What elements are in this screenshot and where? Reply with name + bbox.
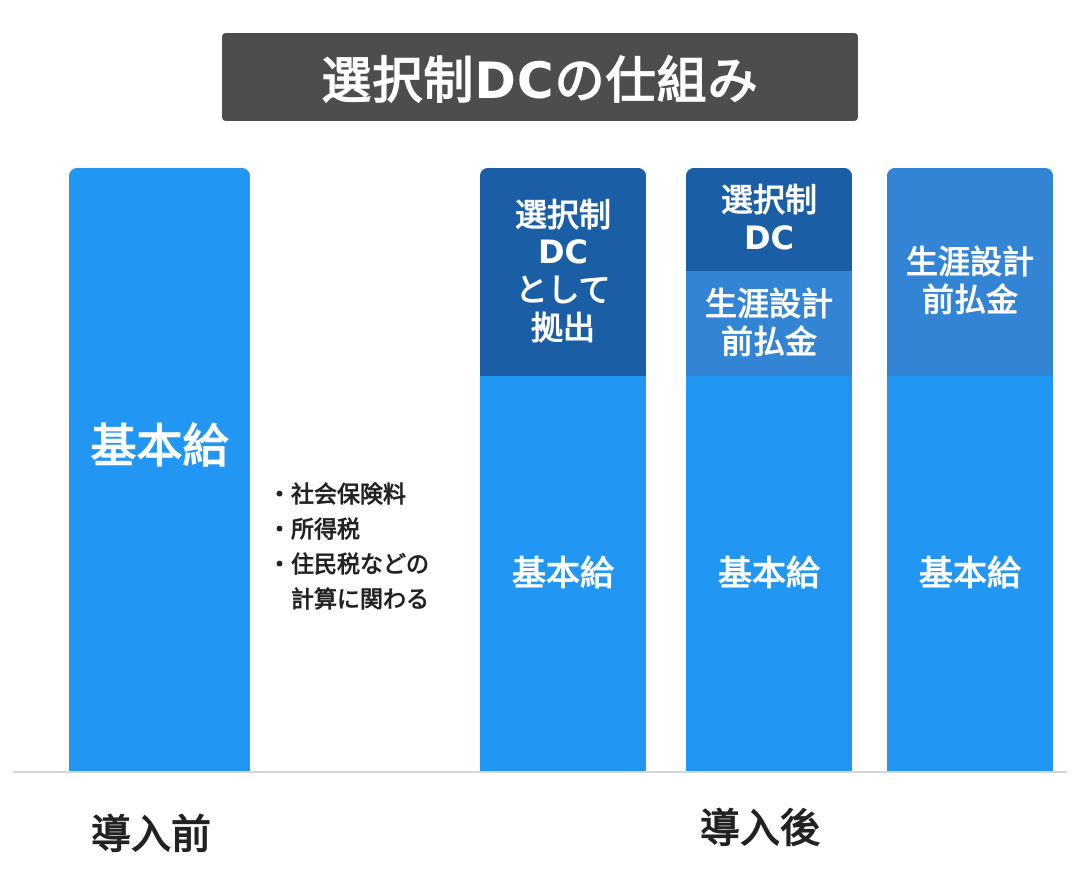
after-column-1: 選択制 DC として 拠出 基本給 xyxy=(480,168,646,772)
block-label-line: 生涯設計 xyxy=(905,243,1034,281)
before-label: 導入前 xyxy=(91,812,211,858)
baseline-divider xyxy=(13,771,1067,773)
notes-list: ・社会保険料 ・所得税 ・住民税などの 計算に関わる xyxy=(268,478,429,618)
base-salary-block: 基本給 xyxy=(480,376,646,772)
note-item: ・所得税 xyxy=(268,517,360,543)
base-salary-block: 基本給 xyxy=(887,376,1053,772)
note-item: ・住民税などの xyxy=(268,552,429,578)
block-label-line: 拠出 xyxy=(530,308,595,347)
base-salary-block: 基本給 xyxy=(686,376,852,772)
after-label: 導入後 xyxy=(700,806,820,852)
block-label-line: DC xyxy=(537,233,589,272)
before-base-salary-label: 基本給 xyxy=(90,418,229,473)
block-label-line: 前払金 xyxy=(921,280,1018,319)
dc-block: 選択制 DC xyxy=(686,168,852,271)
after-column-3: 生涯設計 前払金 基本給 xyxy=(887,168,1053,772)
note-item: 計算に関わる xyxy=(268,587,429,613)
page-title: 選択制DCの仕組み xyxy=(321,52,759,110)
after-column-2: 選択制 DC 生涯設計 前払金 基本給 xyxy=(686,168,852,772)
prepayment-block: 生涯設計 前払金 xyxy=(887,168,1053,376)
note-item: ・社会保険料 xyxy=(268,482,406,508)
title-banner: 選択制DCの仕組み xyxy=(222,33,858,121)
base-salary-label: 基本給 xyxy=(718,553,820,594)
dc-contribution-block: 選択制 DC として 拠出 xyxy=(480,168,646,376)
before-base-salary-block: 基本給 xyxy=(69,168,250,724)
block-label-line: として xyxy=(515,271,611,309)
block-label-line: 生涯設計 xyxy=(704,284,833,323)
block-label-line: 選択制 xyxy=(514,195,611,234)
prepayment-block: 生涯設計 前払金 xyxy=(686,271,852,376)
base-salary-label: 基本給 xyxy=(919,553,1021,594)
base-salary-label: 基本給 xyxy=(512,553,614,594)
block-label-line: 前払金 xyxy=(720,322,817,361)
block-label-line: 選択制 xyxy=(720,180,817,219)
block-label-line: DC xyxy=(743,218,795,257)
before-salary-column: 基本給 xyxy=(69,168,250,772)
